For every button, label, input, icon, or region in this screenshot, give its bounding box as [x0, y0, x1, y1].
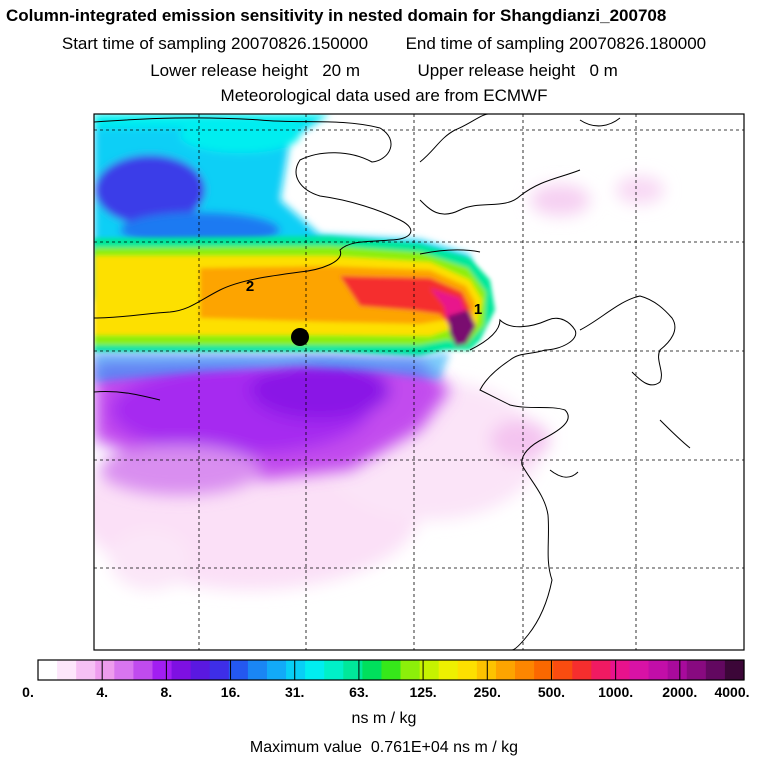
purple-region	[94, 360, 450, 495]
release-heights: Lower release height 20 m Upper release …	[0, 61, 768, 81]
colorbar-swatch	[705, 660, 726, 680]
plot-title: Column-integrated emission sensitivity i…	[6, 6, 667, 25]
colorbar-tick-label: 4000.	[714, 684, 750, 700]
colorbar-swatch	[610, 660, 631, 680]
colorbar-swatch	[152, 660, 173, 680]
sampling-times: Start time of sampling 20070826.150000 E…	[0, 34, 768, 54]
grid-lines	[94, 114, 744, 650]
colorbar-tick-label: 125.	[409, 684, 437, 700]
met-data-line: Meteorological data used are from ECMWF	[220, 86, 548, 105]
colorbar-tick-label: 2000.	[662, 684, 698, 700]
max-units: ns m / kg	[453, 739, 519, 756]
colorbar-swatch	[247, 660, 268, 680]
colorbar-swatch	[171, 660, 192, 680]
colorbar-tick-label: 250.	[473, 684, 501, 700]
colorbar	[37, 660, 745, 680]
colorbar-swatch	[724, 660, 745, 680]
colorbar-swatch	[305, 660, 325, 680]
colorbar-swatch	[362, 660, 383, 680]
colorbar-units: ns m / kg	[351, 710, 417, 727]
colorbar-swatch	[190, 660, 211, 680]
max-label: Maximum value	[249, 739, 362, 756]
colorbar-swatch	[95, 660, 115, 680]
lower-label: Lower release height	[150, 61, 309, 80]
start-value: 20070826.150000	[231, 34, 369, 53]
colorbar-swatch	[419, 660, 440, 680]
colorbar-swatch	[591, 660, 612, 680]
colorbar-tick-label: 63.	[349, 684, 369, 700]
colorbar-swatch	[57, 660, 77, 680]
colorbar-swatch	[38, 660, 58, 680]
colorbar-swatch	[286, 660, 306, 680]
colorbar-swatch	[495, 660, 516, 680]
colorbar-tick-label: 1000.	[598, 684, 634, 700]
colorbar-tick-label: 16.	[220, 684, 241, 700]
sensitivity-field	[94, 114, 744, 650]
colorbar-swatch	[400, 660, 421, 680]
colorbar-frame	[37, 659, 745, 681]
upper-value: 0 m	[589, 61, 618, 80]
colorbar-swatch	[343, 660, 363, 680]
end-value: 20070826.180000	[569, 34, 707, 53]
contour-label-1: 1	[474, 301, 482, 318]
colorbar-swatch	[76, 660, 96, 680]
colorbar-swatch	[553, 660, 573, 680]
colorbar-swatch	[228, 660, 249, 680]
colorbar-swatch	[324, 660, 344, 680]
colorbar-swatch	[457, 660, 478, 680]
colorbar-swatch	[209, 660, 230, 680]
colorbar-tick-label: 4.	[96, 684, 109, 700]
colorbar-swatch	[114, 660, 134, 680]
receptor-station-marker	[291, 328, 309, 346]
colorbar-swatch	[515, 660, 535, 680]
end-label: End time of sampling	[405, 34, 565, 53]
colorbar-swatch	[476, 660, 497, 680]
coastlines	[93, 113, 691, 651]
colorbar-swatch	[648, 660, 669, 680]
lower-value: 20 m	[322, 61, 360, 80]
plume	[94, 236, 495, 356]
maximum-value-line: Maximum value 0.761E+04 ns m / kg	[0, 739, 768, 757]
colorbar-swatch	[629, 660, 650, 680]
colorbar-tick-label: 500.	[537, 684, 566, 700]
colorbar-swatch	[686, 660, 707, 680]
colorbar-swatch	[572, 660, 592, 680]
map-frame	[93, 113, 745, 651]
colorbar-tick-label: 8.	[160, 684, 173, 700]
colorbar-swatch	[667, 660, 688, 680]
colorbar-swatch	[381, 660, 402, 680]
start-label: Start time of sampling	[61, 34, 227, 53]
colorbar-tick-label: 0.	[22, 684, 34, 700]
contour-label-2: 2	[246, 278, 254, 295]
colorbar-tick-label: 31.	[284, 684, 305, 700]
colorbar-swatch	[266, 660, 287, 680]
colorbar-swatch	[534, 660, 554, 680]
upper-label: Upper release height	[417, 61, 576, 80]
max-value: 0.761E+04	[370, 739, 449, 756]
colorbar-swatch	[133, 660, 154, 680]
colorbar-swatch	[438, 660, 459, 680]
